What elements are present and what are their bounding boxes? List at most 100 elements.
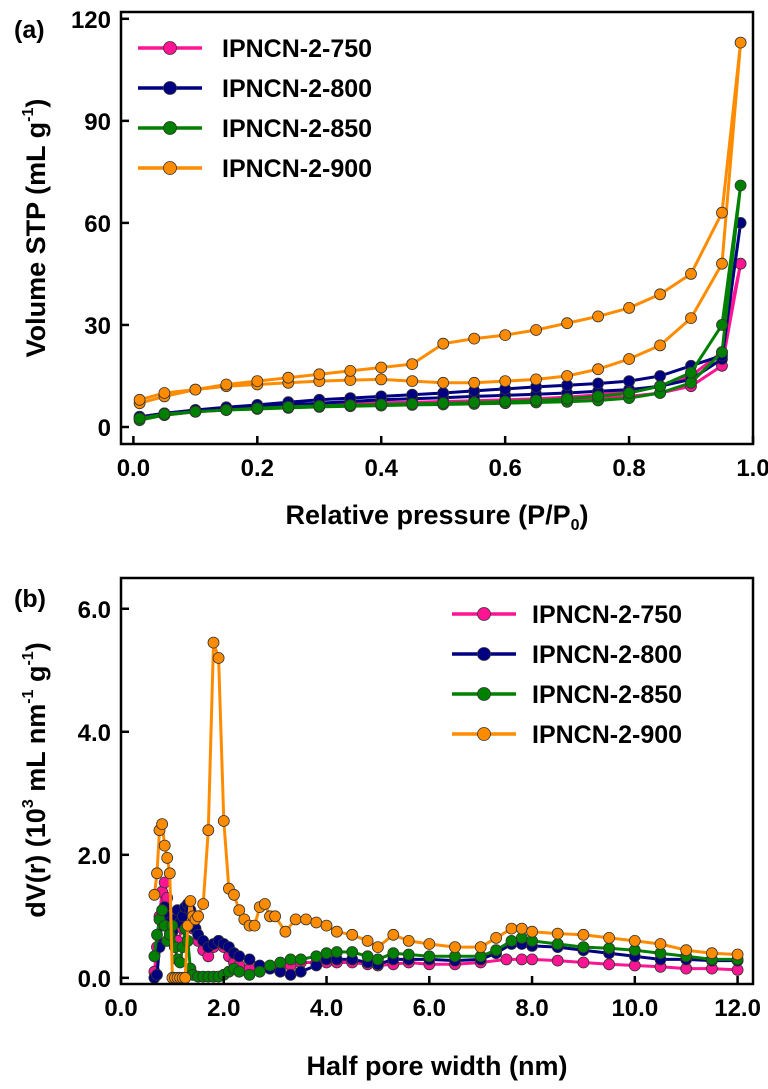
data-point-ipncn-2-900: [680, 944, 693, 957]
data-point-ipncn-2-900: [220, 378, 233, 391]
data-point-ipncn-2-900: [189, 383, 202, 396]
data-point-ipncn-2-850: [330, 946, 343, 958]
data-point-ipncn-2-850: [499, 395, 512, 408]
data-point-ipncn-2-900: [282, 371, 295, 384]
data-point-ipncn-2-900: [402, 935, 415, 947]
panel-a-plot-area: [133, 36, 747, 427]
x-tick-label: 0.4: [365, 455, 399, 482]
data-point-ipncn-2-850: [253, 965, 266, 978]
data-point-ipncn-2-900: [685, 312, 697, 325]
data-point-ipncn-2-900: [361, 935, 374, 947]
x-tick-label: 6.0: [413, 995, 446, 1022]
data-point-ipncn-2-900: [184, 895, 197, 907]
legend-label-ipncn-2-750: IPNCN-2-750: [222, 35, 372, 63]
data-point-ipncn-2-900: [592, 310, 604, 323]
data-point-ipncn-2-900: [515, 922, 528, 935]
data-point-ipncn-2-800: [437, 387, 450, 399]
data-point-ipncn-2-900: [151, 867, 163, 880]
data-point-ipncn-2-850: [561, 392, 573, 405]
data-point-ipncn-2-900: [530, 373, 542, 386]
data-point-ipncn-2-850: [623, 387, 635, 399]
data-point-ipncn-2-900: [716, 257, 728, 270]
panel-a-label: (a): [14, 16, 45, 44]
data-point-ipncn-2-800: [294, 965, 307, 978]
panel-b-y-ticks: 0.0 2.0 4.0 6.0: [78, 597, 129, 993]
data-point-ipncn-2-900: [300, 913, 312, 926]
data-point-ipncn-2-900: [706, 947, 718, 960]
panel-a-legend: IPNCN-2-750 IPNCN-2-800 IPNCN-2-850 IPNCN-2…: [138, 35, 372, 183]
data-point-ipncn-2-900: [423, 938, 436, 950]
legend-label-ipncn-2-900: IPNCN-2-900: [222, 155, 372, 183]
data-point-ipncn-2-800: [284, 968, 297, 981]
data-point-ipncn-2-900: [561, 370, 573, 382]
legend-label-ipncn-2-800: IPNCN-2-800: [222, 75, 372, 103]
data-point-ipncn-2-900: [289, 913, 302, 926]
data-point-ipncn-2-900: [148, 888, 161, 901]
legend-marker-ipncn-2-850: [163, 121, 177, 135]
data-point-ipncn-2-900: [202, 824, 215, 837]
data-point-ipncn-2-850: [716, 346, 728, 359]
data-point-ipncn-2-750: [526, 953, 538, 966]
panel-b-x-axis-label: Half pore width (nm): [307, 1051, 568, 1081]
data-point-ipncn-2-850: [361, 950, 374, 963]
panel-b-legend: IPNCN-2-750 IPNCN-2-800 IPNCN-2-850 IPNCN-2…: [452, 601, 682, 749]
data-point-ipncn-2-900: [228, 888, 240, 901]
data-point-ipncn-2-850: [716, 318, 728, 331]
data-point-ipncn-2-850: [406, 397, 419, 410]
y-tick-label: 4.0: [78, 720, 111, 747]
data-point-ipncn-2-850: [310, 950, 323, 963]
data-point-ipncn-2-850: [734, 179, 747, 192]
data-point-ipncn-2-900: [551, 927, 564, 940]
panel-a-frame: [119, 10, 755, 446]
data-point-ipncn-2-900: [217, 815, 230, 827]
data-point-ipncn-2-900: [406, 375, 419, 388]
panel-b-plot-area: [148, 636, 744, 984]
data-point-ipncn-2-900: [623, 301, 635, 314]
data-point-ipncn-2-850: [402, 948, 415, 961]
data-point-ipncn-2-900: [731, 948, 744, 961]
y-tick-label: 120: [71, 7, 111, 34]
legend-marker-ipncn-2-900: [477, 727, 491, 741]
data-point-ipncn-2-900: [161, 852, 174, 864]
data-point-ipncn-2-850: [174, 956, 187, 969]
data-point-ipncn-2-800: [623, 375, 635, 388]
data-point-ipncn-2-900: [499, 329, 512, 342]
panel-a-y-ticks: 0 30 60 90 120: [71, 7, 129, 442]
data-point-ipncn-2-900: [437, 337, 450, 350]
data-point-ipncn-2-900: [346, 928, 359, 941]
data-point-ipncn-2-850: [551, 938, 564, 950]
data-point-ipncn-2-900: [437, 376, 450, 389]
data-point-ipncn-2-850: [233, 965, 246, 978]
data-point-ipncn-2-900: [233, 904, 246, 917]
data-point-ipncn-2-900: [251, 375, 264, 388]
data-point-ipncn-2-900: [313, 368, 326, 381]
x-tick-label: 0.0: [117, 455, 150, 482]
data-point-ipncn-2-900: [449, 941, 461, 953]
data-point-ipncn-2-850: [313, 399, 326, 412]
data-point-ipncn-2-750: [603, 958, 615, 971]
y-tick-label: 0: [98, 415, 111, 442]
y-tick-label: 2.0: [78, 843, 111, 870]
data-point-ipncn-2-850: [437, 397, 450, 410]
legend-marker-ipncn-2-750: [477, 607, 491, 621]
panel-b-frame: [119, 576, 755, 986]
data-point-ipncn-2-850: [151, 928, 163, 941]
data-point-ipncn-2-900: [654, 288, 666, 301]
data-point-ipncn-2-900: [654, 339, 666, 352]
data-point-ipncn-2-850: [158, 408, 171, 421]
data-point-ipncn-2-900: [654, 938, 667, 950]
data-point-ipncn-2-900: [344, 364, 357, 377]
data-point-ipncn-2-900: [269, 910, 282, 923]
data-point-ipncn-2-850: [685, 376, 697, 389]
data-point-ipncn-2-900: [179, 971, 192, 984]
legend-marker-ipncn-2-750: [163, 41, 177, 55]
x-tick-label: 1.0: [736, 455, 768, 482]
panel-a-x-axis-label: Relative pressure (P/P0): [285, 500, 588, 534]
x-tick-label: 4.0: [310, 995, 343, 1022]
data-point-ipncn-2-900: [474, 941, 487, 953]
data-point-ipncn-2-900: [592, 363, 604, 376]
y-tick-label: 90: [84, 109, 111, 136]
data-point-ipncn-2-850: [505, 935, 518, 947]
data-point-ipncn-2-900: [406, 358, 419, 371]
data-point-ipncn-2-900: [310, 916, 323, 929]
